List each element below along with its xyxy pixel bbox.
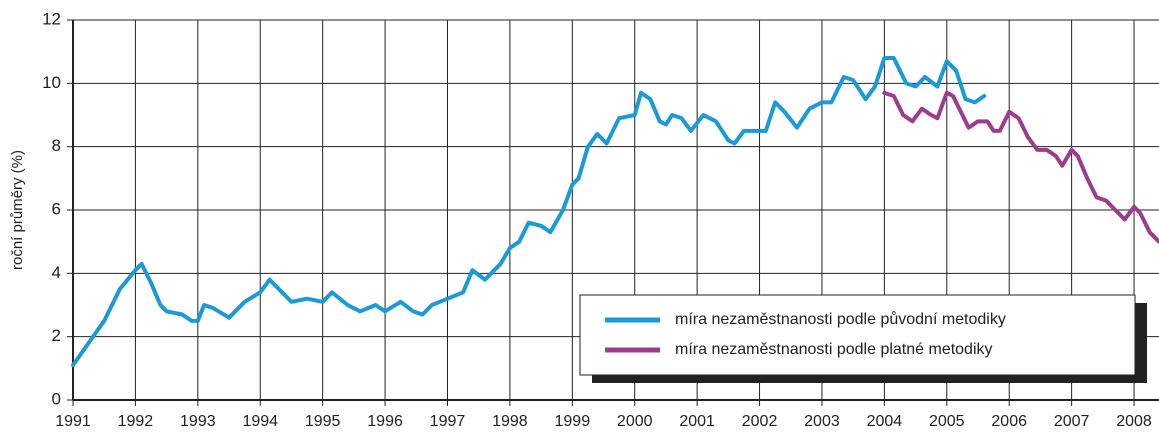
y-axis-label: roční průměry (%) [9, 150, 26, 270]
y-tick-label: 12 [42, 9, 61, 28]
x-tick-label: 1998 [492, 413, 528, 430]
x-tick-label: 2001 [679, 413, 715, 430]
y-tick-label: 2 [52, 326, 61, 345]
x-tick-label: 1995 [305, 413, 341, 430]
data-line [71, 56, 987, 368]
x-tick-label: 2002 [742, 413, 778, 430]
x-tick-label: 1994 [242, 413, 278, 430]
x-tick-label: 2005 [929, 413, 965, 430]
x-tick-label: 2000 [617, 413, 653, 430]
y-tick-label: 6 [52, 199, 61, 218]
x-tick-label: 1996 [367, 413, 403, 430]
legend [579, 294, 1136, 376]
y-tick-label: 4 [52, 263, 61, 282]
x-tick-label: 2004 [867, 413, 903, 430]
y-tick-label: 10 [42, 73, 61, 92]
x-tick-label: 1992 [118, 413, 154, 430]
legend-label: míra nezaměstnanosti podle původní metod… [675, 310, 1006, 328]
y-tick-label: 8 [52, 136, 61, 155]
x-tick-label: 2006 [991, 413, 1027, 430]
x-tick-label: 2007 [1054, 413, 1090, 430]
x-tick-label: 1997 [430, 413, 466, 430]
x-tick-label: 2008 [1116, 413, 1152, 430]
x-tick-label: 2003 [804, 413, 840, 430]
x-tick-label: 1993 [180, 413, 216, 430]
x-tick-label: 1991 [55, 413, 91, 430]
data-line [882, 90, 1159, 244]
x-tick-label: 1999 [555, 413, 591, 430]
y-tick-label: 0 [52, 389, 61, 408]
legend-label: míra nezaměstnanosti podle platné metodi… [675, 341, 993, 358]
